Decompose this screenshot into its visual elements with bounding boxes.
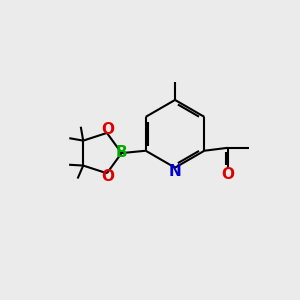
- Text: N: N: [169, 164, 182, 179]
- Text: B: B: [116, 145, 127, 160]
- Text: O: O: [101, 122, 114, 137]
- Text: O: O: [101, 169, 114, 184]
- Text: O: O: [221, 167, 234, 182]
